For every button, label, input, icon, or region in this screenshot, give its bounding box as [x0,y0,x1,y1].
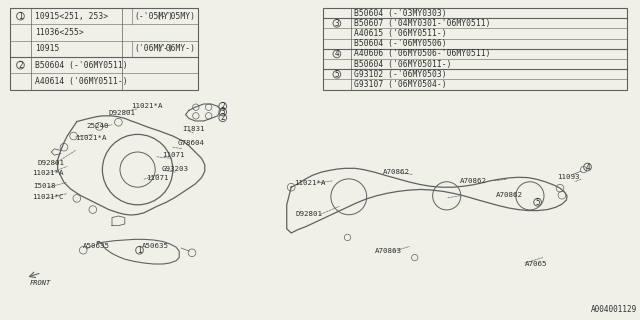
Text: 3: 3 [220,108,225,116]
Text: 2: 2 [220,113,225,122]
Text: A40615 ('06MY0511-): A40615 ('06MY0511-) [355,29,447,38]
Text: A50635: A50635 [142,243,169,249]
Text: ('06MY-): ('06MY-) [156,44,195,53]
Text: A7065: A7065 [525,261,547,267]
Text: B50607 ('04MY0301-'06MY0511): B50607 ('04MY0301-'06MY0511) [355,19,491,28]
Text: D92801: D92801 [109,110,136,116]
Text: FRONT: FRONT [29,280,51,286]
Text: A50635: A50635 [83,243,110,249]
Text: (-'05MY): (-'05MY) [156,12,195,21]
Text: 5: 5 [335,70,339,79]
Text: 1: 1 [18,12,23,21]
Text: 11021*C: 11021*C [32,194,63,200]
Text: B50604 (-'06MY0506): B50604 (-'06MY0506) [355,39,447,48]
Text: A40614 ('06MY0511-): A40614 ('06MY0511-) [35,77,128,86]
Text: 11021*A: 11021*A [32,170,63,176]
Text: B50604 ('06MY0501I-): B50604 ('06MY0501I-) [355,60,452,68]
Text: 5: 5 [535,198,540,207]
Text: 11093: 11093 [557,174,579,180]
Text: 10915<251, 253>: 10915<251, 253> [35,12,108,21]
Text: 11071: 11071 [146,175,168,180]
Text: ('06MY-): ('06MY-) [135,44,174,53]
Text: G78604: G78604 [177,140,204,146]
Text: 4: 4 [335,49,339,58]
Text: G93203: G93203 [162,166,189,172]
Text: A70862: A70862 [383,169,410,175]
Text: A004001129: A004001129 [591,305,637,314]
Text: 11071: 11071 [162,152,184,158]
Text: 2: 2 [220,102,225,111]
Text: A70862: A70862 [496,192,523,198]
Text: 10915: 10915 [35,44,60,53]
Text: I1831: I1831 [182,126,205,132]
Text: 11021*A: 11021*A [131,103,163,109]
Text: B50604 (-'06MY0511): B50604 (-'06MY0511) [35,60,128,70]
Text: G93107 ('06MY0504-): G93107 ('06MY0504-) [355,80,447,89]
Text: I5018: I5018 [33,183,56,189]
Text: 1: 1 [137,246,142,255]
Text: 3: 3 [335,19,339,28]
Text: 11021*A: 11021*A [76,135,107,140]
Text: A70862: A70862 [460,178,486,184]
Text: B50604 (-'03MY0303): B50604 (-'03MY0303) [355,9,447,18]
Text: A70863: A70863 [374,248,401,254]
Text: 25240: 25240 [86,123,109,129]
Text: 4: 4 [585,163,590,172]
Text: D92801: D92801 [296,211,323,217]
Bar [323,8,627,90]
Text: (-'05MY): (-'05MY) [135,12,174,21]
Text: A40606 ('06MY0506-'06MY0511): A40606 ('06MY0506-'06MY0511) [355,49,491,58]
Text: 11036<255>: 11036<255> [35,28,84,37]
Text: G93102 (-'06MY0503): G93102 (-'06MY0503) [355,70,447,79]
Text: D92801: D92801 [37,160,64,166]
Bar [10,8,198,90]
Text: 11021*A: 11021*A [294,180,326,186]
Text: 2: 2 [18,60,23,70]
